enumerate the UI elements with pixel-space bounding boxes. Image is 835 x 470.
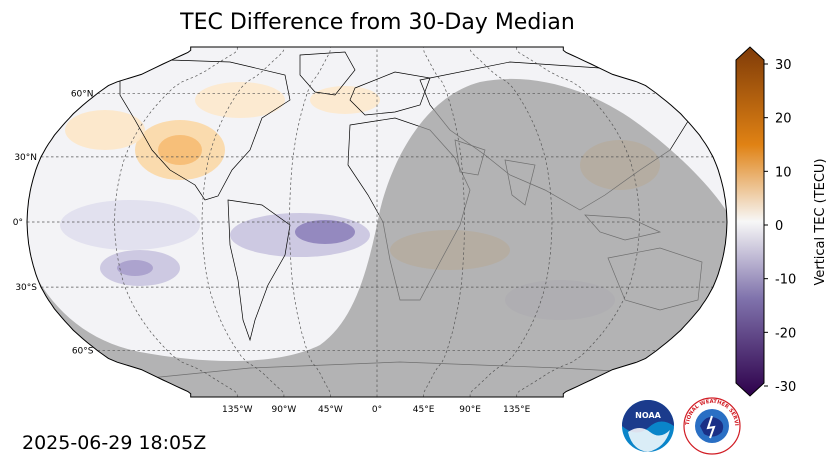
colorbar-tick-label: -20 [775, 326, 796, 341]
lat-label: 0° [13, 218, 23, 228]
colorbar-tick-label: 0 [775, 219, 783, 234]
greenland [299, 51, 356, 96]
colorbar: 30 20 10 0 -10 -20 -30 Vertical TEC (TECU) [735, 46, 828, 397]
lat-label: 60°S [72, 347, 94, 357]
colorbar-tick-label: 30 [775, 58, 792, 73]
europe [349, 71, 431, 116]
timestamp: 2025-06-29 18:05Z [22, 432, 207, 454]
meridian-line [469, 47, 553, 397]
colorbar-tick-label: 20 [775, 112, 792, 127]
meridian-line [516, 47, 640, 397]
lon-label: 90°W [271, 405, 296, 415]
colorbar-tick-label: -30 [775, 380, 796, 395]
lat-label: 30°N [14, 153, 37, 163]
lat-label: 30°S [15, 283, 37, 293]
lon-labels: 135°W 90°W 45°W 0° 45°E 90°E 135°E [222, 405, 531, 415]
noaa-logo-text: NOAA [635, 411, 661, 420]
meridian-line [201, 47, 285, 397]
lon-label: 0° [372, 405, 382, 415]
lon-label: 135°E [503, 405, 531, 415]
noaa-logo: NOAA [622, 400, 674, 452]
page-title: TEC Difference from 30-Day Median [180, 10, 575, 35]
south-america [227, 199, 291, 342]
lon-label: 135°W [222, 405, 253, 415]
graticule [27, 47, 727, 397]
nws-logo: NATIONAL WEATHER SERVICE [682, 396, 741, 455]
night-shading [27, 79, 727, 397]
meridian-line [114, 47, 238, 397]
lat-labels: 60°N 30°N 0° 30°S 60°S [13, 89, 94, 356]
lon-label: 90°E [459, 405, 481, 415]
colorbar-tick-label: -10 [775, 273, 796, 288]
lon-label: 45°E [413, 405, 435, 415]
globe-outline [26, 46, 728, 398]
colorbar-label: Vertical TEC (TECU) [813, 158, 828, 285]
lon-label: 45°W [318, 405, 343, 415]
lat-label: 60°N [71, 89, 94, 99]
north-america [119, 59, 291, 201]
colorbar-bar [735, 46, 765, 397]
colorbar-ticks: 30 20 10 0 -10 -20 -30 [764, 58, 796, 395]
colorbar-tick-label: 10 [775, 165, 792, 180]
